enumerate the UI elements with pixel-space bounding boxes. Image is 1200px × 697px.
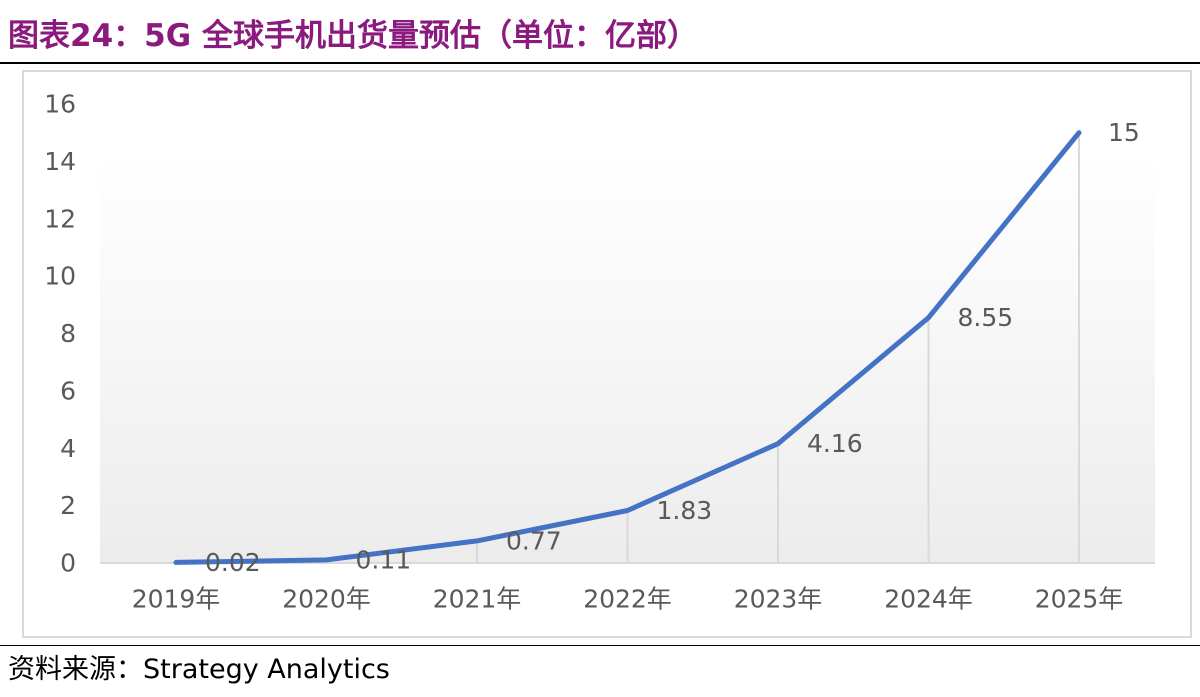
drop-lines — [325, 132, 1080, 563]
y-tick-label: 10 — [44, 262, 76, 291]
x-tick-labels: 2019年 2020年 2021年 2022年 2023年 2024年 2025年 — [132, 585, 1124, 614]
x-tick-label: 2023年 — [734, 585, 823, 614]
y-tick-label: 14 — [44, 147, 76, 176]
x-tick-label: 2024年 — [884, 585, 973, 614]
source-note: 资料来源：Strategy Analytics — [8, 654, 390, 685]
data-label: 8.55 — [958, 303, 1014, 332]
data-labels: 0.02 0.11 0.77 1.83 4.16 8.55 15 — [205, 118, 1140, 577]
data-label: 0.02 — [205, 548, 261, 577]
data-label: 1.83 — [657, 496, 713, 525]
data-label: 0.11 — [356, 545, 412, 574]
y-tick-label: 0 — [60, 549, 76, 578]
data-label: 0.77 — [506, 526, 562, 555]
y-tick-label: 8 — [60, 319, 76, 348]
title-rule — [0, 62, 1200, 64]
x-tick-label: 2019年 — [132, 585, 221, 614]
figure-title: 图表24：5G 全球手机出货量预估（单位：亿部） — [8, 18, 698, 54]
y-tick-label: 12 — [44, 204, 76, 233]
plot-area — [100, 157, 1155, 563]
x-tick-label: 2020年 — [282, 585, 371, 614]
y-tick-label: 6 — [60, 376, 76, 405]
x-tick-label: 2025年 — [1035, 585, 1124, 614]
data-label: 15 — [1108, 118, 1140, 147]
x-tick-label: 2021年 — [433, 585, 522, 614]
x-tick-label: 2022年 — [583, 585, 672, 614]
y-tick-label: 2 — [60, 491, 76, 520]
series-line — [173, 130, 1082, 565]
y-axis: 0 2 4 6 8 10 12 14 16 — [44, 90, 76, 578]
data-line — [173, 130, 1082, 565]
y-tick-label: 4 — [60, 434, 76, 463]
data-label: 4.16 — [807, 429, 863, 458]
y-tick-label: 16 — [44, 90, 76, 119]
source-rule — [0, 645, 1200, 646]
